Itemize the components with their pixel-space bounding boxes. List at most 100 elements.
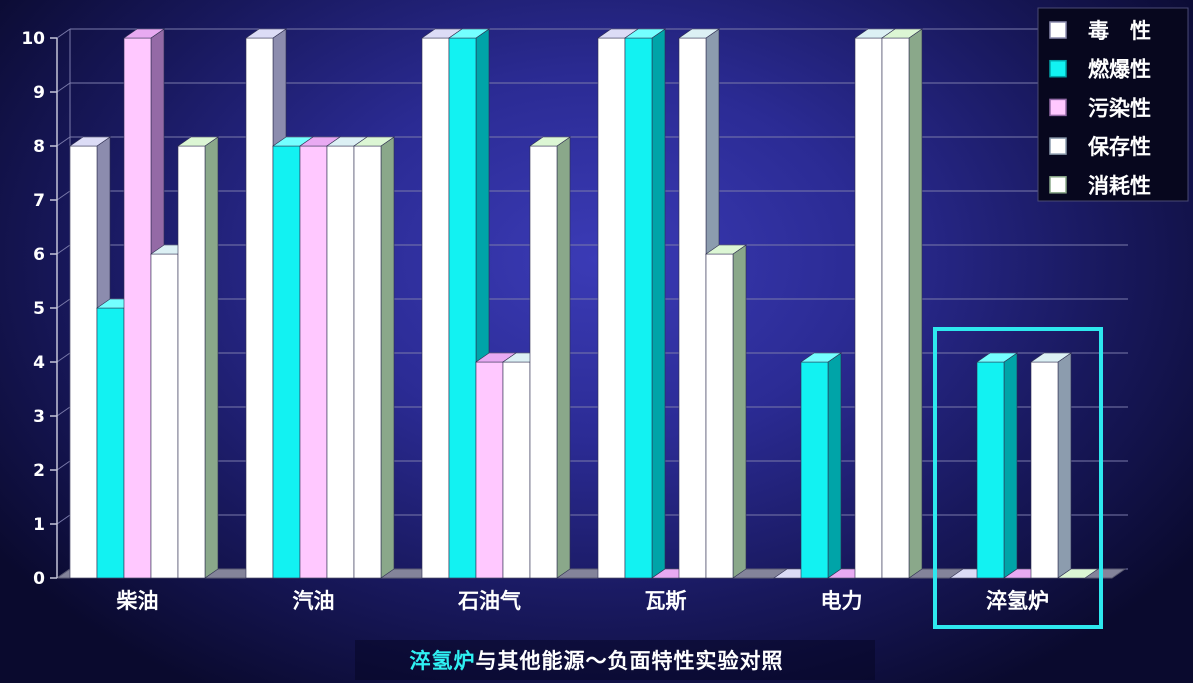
bar-front [69,145,98,579]
bar-front [272,145,301,579]
bar-front [96,307,125,579]
bar-front [705,253,734,579]
legend-item: 保存性 [1049,135,1151,159]
bars [69,28,1099,579]
bar [976,352,1018,579]
x-tick-label: 柴油 [116,589,159,613]
bar-front [421,37,450,579]
bar-front [475,361,504,579]
bar-front [326,145,355,579]
bar [1057,568,1099,579]
y-tick-label: 10 [21,29,45,49]
x-tick-label: 电力 [821,589,863,613]
gridline-side [56,298,71,309]
bar-top [800,352,842,363]
x-tick-label: 瓦斯 [645,589,687,613]
bar-side [827,352,842,579]
gridline-side [56,28,71,39]
bar-top [245,28,287,39]
bar-top [1057,568,1099,579]
chart-title: 淬氢炉与其他能源～负面特性实验对照 [0,645,1193,675]
y-tick-label: 3 [33,407,45,427]
bar-side [556,136,571,579]
bar-top [353,136,395,147]
gridline-side [56,244,71,255]
y-tick-label: 1 [33,515,45,535]
bar [881,28,923,579]
legend-label: 毒 性 [1088,19,1151,43]
bar-side [1057,352,1072,579]
y-tick-label: 7 [33,191,45,211]
bar-top [705,244,747,255]
gridline-side [56,136,71,147]
bar-front [624,37,653,579]
bar-front [448,37,477,579]
y-tick-label: 4 [33,353,45,373]
gridline-side [56,352,71,363]
legend-label: 保存性 [1087,135,1151,159]
bar [624,28,666,579]
bar [177,136,219,579]
bar-front [678,37,707,579]
legend-swatch [1049,137,1067,155]
y-tick-label: 6 [33,245,45,265]
bar-top [678,28,720,39]
y-tick-label: 9 [33,83,45,103]
bar-front [854,37,883,579]
legend-item: 消耗性 [1049,174,1151,198]
highlight-box [933,327,1103,629]
bar [1030,352,1072,579]
bar-front [245,37,274,579]
bar-top [976,352,1018,363]
legend-swatch [1049,98,1067,117]
bar-front [976,361,1005,579]
bar-side [1003,352,1018,579]
gridline-side [56,406,71,417]
bar-side [908,28,923,579]
chart-title-rest: 与其他能源～负面特性实验对照 [475,649,784,673]
bar-front [597,37,626,579]
gridline-side [56,514,71,525]
bar-top [69,136,111,147]
y-tick-label: 0 [33,569,45,589]
bar-front [881,37,910,579]
bar-top [1030,352,1072,363]
bar-front [1030,361,1059,579]
x-tick-label: 淬氢炉 [986,589,1049,613]
legend-label: 污染性 [1088,96,1151,120]
x-tick-label: 汽油 [293,589,335,613]
title-band [355,640,875,680]
bar-front [353,145,382,579]
bar-front [123,37,152,579]
bar-front [800,361,829,579]
bar-side [204,136,219,579]
legend-label: 消耗性 [1088,174,1151,198]
bar [529,136,571,579]
bar-side [651,28,666,579]
bar [800,352,842,579]
bar-front [529,145,558,579]
bar [705,244,747,579]
bar-top [881,28,923,39]
y-tick-label: 2 [33,461,45,481]
bar-side [380,136,395,579]
bar-front [150,253,179,579]
legend-item: 燃爆性 [1049,58,1151,82]
bar-top [123,28,165,39]
bar [353,136,395,579]
bar-top [448,28,490,39]
bar-side [732,244,747,579]
legend-item: 污染性 [1049,96,1151,120]
gridline-side [56,82,71,93]
x-tick-label: 石油气 [457,589,521,613]
legend-swatch [1049,59,1067,78]
legend-swatch [1049,176,1067,194]
y-tick-label: 5 [33,299,45,319]
bar-front [502,361,531,579]
y-axis: 0 1 2 3 4 5 6 7 8 9 10 [21,29,58,589]
x-axis-labels: 柴油 汽油 石油气 瓦斯 电力 淬氢炉 [116,589,1050,613]
gridline-side [56,190,71,201]
bar-front [177,145,206,579]
